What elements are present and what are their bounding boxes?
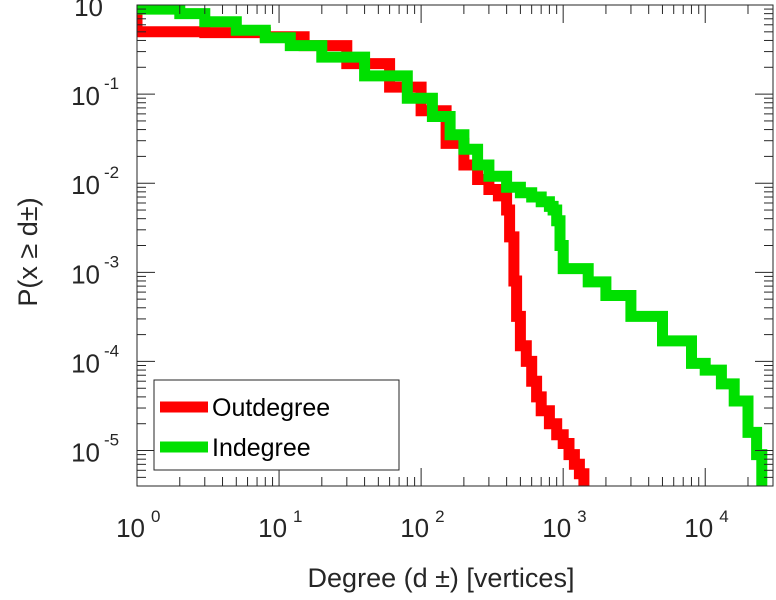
legend-box — [153, 379, 400, 471]
y-tick-exponent: -2 — [104, 163, 119, 182]
x-tick-exponent: 0 — [151, 507, 160, 526]
y-tick-exponent: 0 — [107, 0, 116, 4]
y-tick-label: 10 — [71, 81, 100, 111]
y-tick-label: 10 — [71, 259, 100, 289]
x-tick-label: 10 — [258, 513, 287, 543]
y-tick-label: 10 — [74, 0, 103, 22]
x-tick-label: 10 — [400, 513, 429, 543]
x-tick-label: 10 — [116, 513, 145, 543]
x-tick-exponent: 1 — [293, 507, 302, 526]
y-tick-exponent: -4 — [104, 341, 119, 360]
series-line-indegree — [137, 5, 768, 486]
y-tick-exponent: -5 — [104, 431, 119, 450]
x-tick-label: 10 — [684, 513, 713, 543]
x-tick-exponent: 2 — [435, 507, 444, 526]
x-tick-label: 10 — [542, 513, 571, 543]
series-layer — [137, 5, 768, 486]
x-axis-label: Degree (d ±) [vertices] — [308, 563, 575, 593]
x-tick-exponent: 3 — [577, 507, 586, 526]
legend-label-indegree: Indegree — [212, 434, 311, 462]
y-tick-exponent: -3 — [104, 252, 119, 271]
y-tick-label: 10 — [71, 348, 100, 378]
y-axis-label: P(x ≥ d±) — [13, 197, 43, 306]
axis-titles: Degree (d ±) [vertices] P(x ≥ d±) — [13, 197, 574, 593]
legend: Outdegree Indegree — [153, 379, 400, 471]
y-tick-label: 10 — [71, 170, 100, 200]
y-tick-exponent: -1 — [104, 74, 119, 93]
axes-layer: 10010110210310410010-110-210-310-410-5 — [71, 0, 774, 543]
legend-label-outdegree: Outdegree — [212, 394, 330, 422]
y-tick-label: 10 — [71, 438, 100, 468]
x-tick-exponent: 4 — [719, 507, 728, 526]
